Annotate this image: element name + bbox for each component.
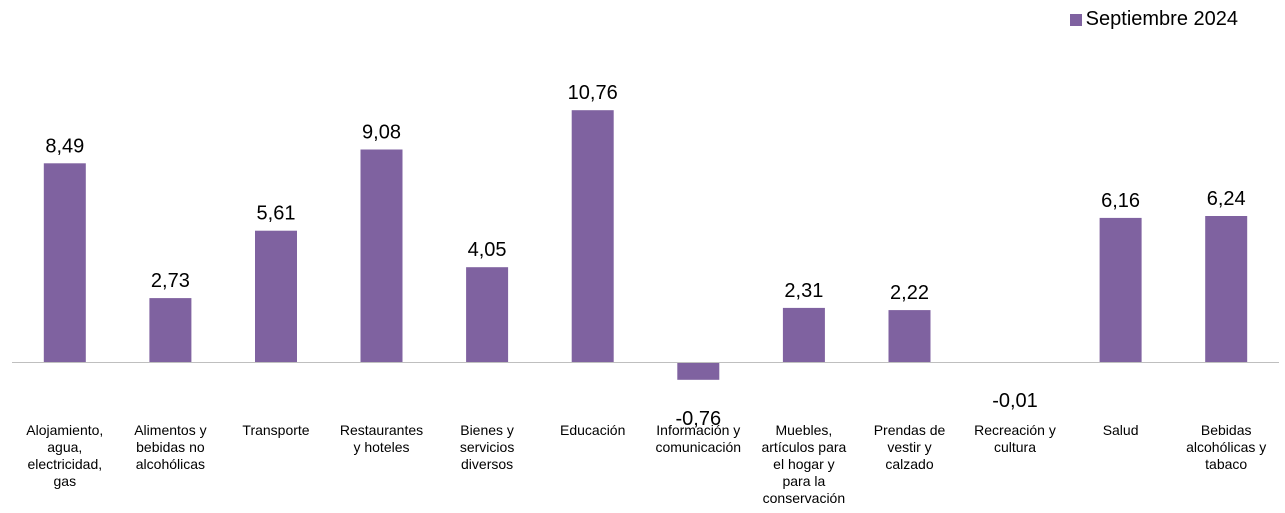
data-label: 2,31 xyxy=(784,280,823,302)
data-label: 8,49 xyxy=(45,135,84,157)
category-label: Información y comunicación xyxy=(655,422,741,455)
legend-swatch xyxy=(1069,13,1082,26)
bar xyxy=(1205,216,1248,362)
data-label: -0,01 xyxy=(992,390,1038,412)
legend: Septiembre 2024 xyxy=(1069,8,1238,31)
data-label: 6,16 xyxy=(1101,190,1140,212)
data-label: 5,61 xyxy=(257,203,296,225)
category-label: Alojamiento, agua, electricidad, gas xyxy=(26,422,103,489)
category-label: Bienes y servicios diversos xyxy=(460,422,514,472)
value-labels-group: 8,49 2,73 5,61 9,08 4,05 10,76 -0,76 2,31 2,22 -0… xyxy=(45,82,1245,430)
category-label: Educación xyxy=(560,422,625,438)
bar xyxy=(360,149,403,362)
data-label: 6,24 xyxy=(1207,188,1246,210)
bar xyxy=(149,298,192,362)
category-label: Restaurantes y hoteles xyxy=(340,422,423,455)
category-label: Transporte xyxy=(242,422,309,438)
bar xyxy=(1099,217,1142,362)
legend-label: Septiembre 2024 xyxy=(1085,8,1238,30)
bar xyxy=(43,163,86,362)
category-labels-group: Alojamiento, agua, electricidad, gas Aliment… xyxy=(26,422,1266,506)
category-label: Recreación y cultura xyxy=(974,422,1056,455)
data-label: 9,08 xyxy=(362,122,401,144)
category-label: Salud xyxy=(1103,422,1139,438)
bar xyxy=(466,267,509,362)
category-label: Alimentos y bebidas no alcohólicas xyxy=(134,422,206,472)
data-label: -0,76 xyxy=(676,408,722,430)
bars-group xyxy=(43,110,1248,380)
category-label: Bebidas alcohólicas y tabaco xyxy=(1186,422,1266,472)
data-label: 10,76 xyxy=(568,82,618,104)
bar xyxy=(571,110,614,362)
bar xyxy=(677,362,720,380)
category-label: Prendas de vestir y calzado xyxy=(874,422,946,472)
data-label: 2,22 xyxy=(890,282,929,304)
data-label: 4,05 xyxy=(468,239,507,261)
bar xyxy=(888,310,931,362)
bar xyxy=(255,230,297,362)
bar xyxy=(782,307,825,362)
data-label: 2,73 xyxy=(151,270,190,292)
category-label: Muebles, artículos para el hogar y para la c… xyxy=(761,422,846,506)
